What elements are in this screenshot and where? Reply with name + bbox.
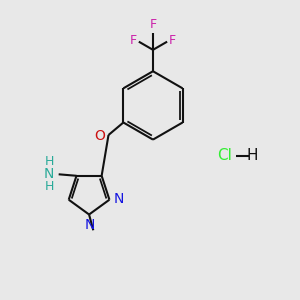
Text: N: N: [84, 218, 94, 232]
Text: Cl: Cl: [217, 148, 232, 164]
Text: N: N: [113, 192, 124, 206]
Text: F: F: [130, 34, 137, 47]
Text: H: H: [44, 155, 54, 168]
Text: O: O: [95, 129, 106, 142]
Text: F: F: [169, 34, 176, 47]
Text: N: N: [44, 167, 55, 181]
Text: H: H: [247, 148, 258, 164]
Text: F: F: [149, 18, 157, 31]
Text: H: H: [44, 180, 54, 193]
